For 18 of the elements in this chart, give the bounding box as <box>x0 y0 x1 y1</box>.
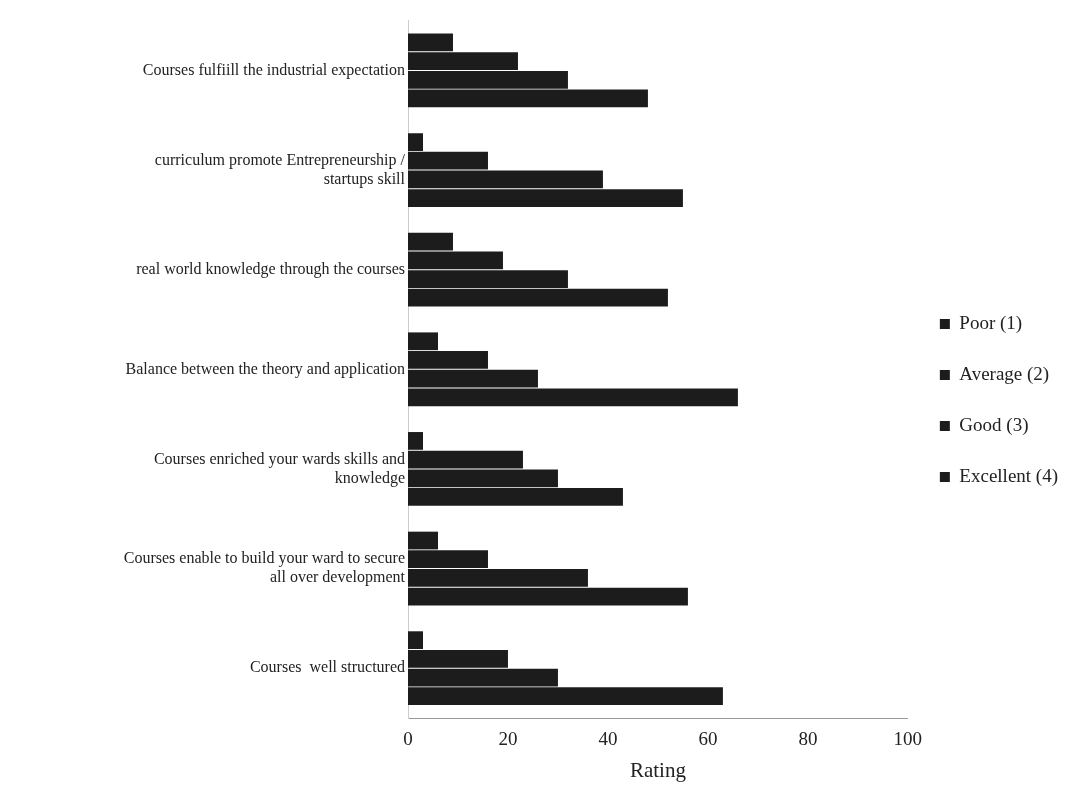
legend-label: Average (2) <box>959 362 1050 385</box>
legend-label: Poor (1) <box>959 311 1023 334</box>
x-tick-label: 80 <box>798 728 818 750</box>
x-tick-label: 40 <box>598 728 618 750</box>
x-tick-label: 100 <box>893 728 923 750</box>
legend-label: Good (3) <box>959 413 1029 436</box>
x-tick-label: 0 <box>403 728 413 750</box>
y-tick-label: real world knowledge through the courses <box>136 259 405 278</box>
y-tick-label: Courses enriched your wards skills and knowledge <box>153 449 405 487</box>
y-tick-label: Courses well structured <box>249 658 405 676</box>
y-tick-label: curriculum promote Entrepreneurship / startups skill <box>154 150 406 188</box>
x-axis-title: Rating <box>629 757 687 782</box>
y-tick-label: Courses fulfiill the industrial expectation <box>142 60 405 79</box>
y-tick-label: Balance between the theory and application <box>125 359 405 378</box>
x-tick-label: 20 <box>498 728 518 750</box>
y-tick-label: Courses enable to build your ward to secure all over development <box>123 549 406 587</box>
legend-label: Excellent (4) <box>959 464 1059 487</box>
x-tick-label: 60 <box>698 728 718 750</box>
